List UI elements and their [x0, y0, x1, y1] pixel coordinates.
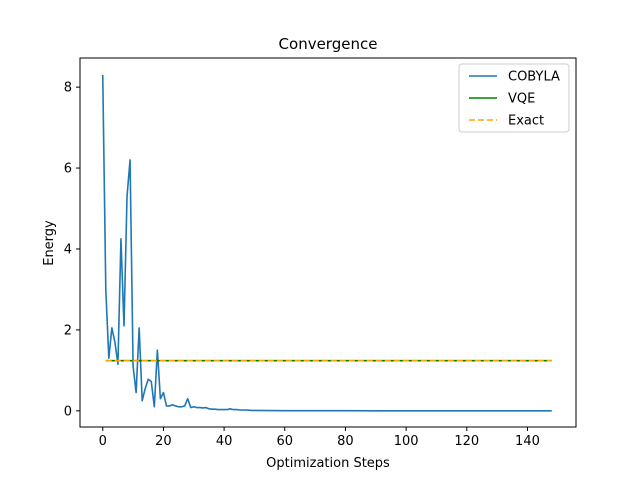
y-axis-title: Energy — [42, 220, 57, 266]
x-tick-label: 100 — [394, 434, 419, 449]
legend-label-exact: Exact — [508, 114, 544, 129]
x-axis-title: Optimization Steps — [266, 456, 390, 471]
x-axis: 0 20 40 60 80 100 120 140 — [99, 427, 540, 449]
y-tick-label: 8 — [64, 81, 72, 96]
series-layer — [101, 74, 552, 412]
x-tick-label: 40 — [216, 434, 233, 449]
legend-label-vqe: VQE — [508, 92, 535, 107]
x-tick-label: 60 — [276, 434, 293, 449]
legend-label-cobyla: COBYLA — [508, 70, 560, 85]
y-tick-label: 4 — [64, 242, 72, 257]
x-tick-label: 140 — [515, 434, 540, 449]
legend-box — [458, 63, 570, 133]
chart-title: Convergence — [279, 35, 378, 53]
x-tick-label: 80 — [337, 434, 354, 449]
plot-frame — [79, 57, 577, 428]
y-tick-label: 2 — [64, 323, 72, 338]
x-tick-label: 120 — [454, 434, 479, 449]
x-tick-label: 0 — [99, 434, 107, 449]
legend: COBYLA VQE Exact — [458, 63, 570, 133]
plot-area: 0 20 40 60 80 100 120 140 0 2 4 6 8 — [64, 57, 577, 449]
y-tick-label: 6 — [64, 162, 72, 177]
y-tick-label: 0 — [64, 404, 72, 419]
series-line-cobyla — [101, 74, 552, 412]
y-axis: 0 2 4 6 8 — [64, 81, 80, 419]
legend-entries: COBYLA VQE Exact — [469, 70, 560, 129]
x-tick-label: 20 — [155, 434, 172, 449]
